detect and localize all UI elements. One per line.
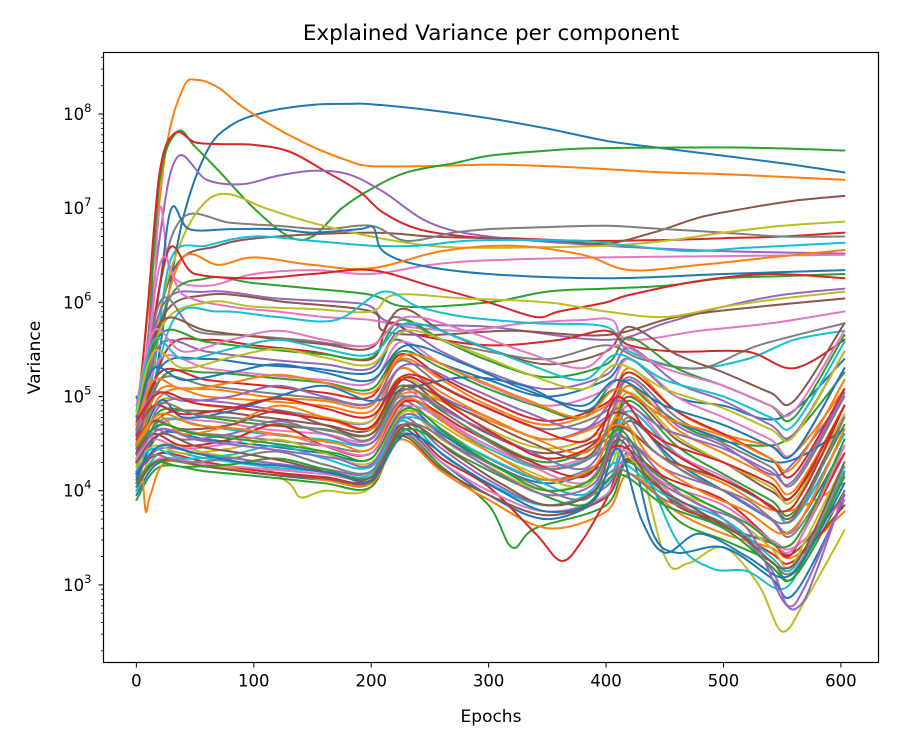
series-line-67: [135, 407, 846, 549]
series-line-49: [135, 391, 846, 513]
chart-title: Explained Variance per component: [303, 21, 679, 46]
plot-frame: [102, 51, 880, 664]
y-tick-label-4: 107: [63, 195, 91, 218]
series-line-7: [135, 212, 846, 447]
series-line-62: [135, 315, 846, 418]
series-line-16: [135, 255, 846, 464]
series-line-66: [135, 432, 846, 579]
x-tick-label-2: 200: [355, 672, 387, 691]
series-lines: [135, 78, 846, 633]
series-line-63: [135, 322, 846, 431]
series-line-25: [135, 378, 846, 502]
series-line-59: [135, 353, 846, 473]
series-line-31: [135, 432, 846, 582]
series-line-18: [135, 290, 846, 476]
x-tick-label-1: 100: [238, 672, 270, 691]
x-tick-label-6: 600: [825, 672, 857, 691]
x-tick-label-5: 500: [708, 672, 740, 691]
series-line-5: [135, 194, 846, 426]
x-tick-label-4: 400: [590, 672, 622, 691]
series-line-70: [135, 376, 846, 513]
series-line-64: [135, 329, 846, 443]
series-line-17: [135, 290, 846, 464]
x-tick-label-0: 0: [131, 672, 142, 691]
y-tick-label-3: 106: [63, 289, 91, 312]
y-tick-label-2: 105: [63, 384, 91, 407]
y-tick-label-0: 103: [63, 572, 91, 595]
y-tick-label-5: 108: [63, 101, 91, 124]
series-line-6: [135, 205, 846, 464]
axes: 0 100 200 300 400 500 600 103 104 105 106 107 108: [63, 56, 857, 691]
series-line-68: [135, 397, 846, 535]
series-line-71: [135, 413, 846, 611]
y-tick-label-1: 104: [63, 478, 91, 501]
series-line-8: [135, 192, 846, 464]
series-line-35: [135, 416, 846, 608]
y-axis-label: Variance: [25, 321, 45, 394]
series-line-60: [135, 363, 846, 486]
series-line-58: [135, 344, 846, 460]
series-line-9: [135, 235, 846, 455]
series-line-57: [135, 428, 846, 583]
series-line-39: [135, 367, 846, 496]
series-line-1: [135, 78, 846, 419]
series-line-69: [135, 388, 846, 525]
series-line-22: [135, 350, 846, 476]
series-line-3: [135, 130, 846, 435]
series-line-61: [135, 373, 846, 501]
series-line-2: [135, 129, 846, 447]
x-axis-label: Epochs: [461, 707, 522, 727]
series-line-10: [135, 205, 846, 447]
series-line-32: [135, 433, 846, 560]
series-line-52: [135, 416, 846, 573]
series-line-65: [135, 423, 846, 570]
series-line-38: [135, 384, 846, 517]
x-tick-label-3: 300: [473, 672, 505, 691]
